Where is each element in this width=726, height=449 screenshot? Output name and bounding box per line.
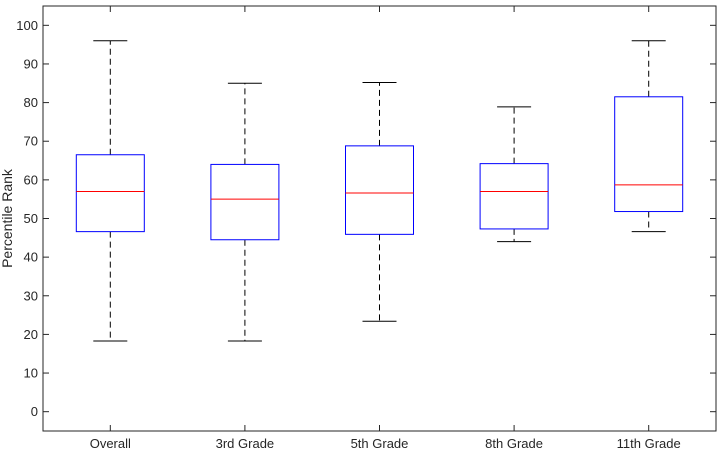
box-11th-grade: [614, 40, 684, 233]
iqr-box: [614, 96, 684, 213]
y-tick-label: 90: [24, 56, 38, 71]
y-axis: 0 10 20 30 40 50 60 70 80 90 100: [16, 18, 716, 419]
y-tick-label: 60: [24, 172, 38, 187]
box-8th-grade: [479, 106, 549, 243]
box-5th-grade: [345, 82, 414, 322]
x-tick-label: 3rd Grade: [216, 436, 275, 449]
y-tick-label: 40: [24, 250, 38, 265]
y-tick-label: 70: [24, 134, 38, 149]
x-tick-label: 5th Grade: [351, 436, 409, 449]
x-tick-label: 11th Grade: [617, 436, 681, 449]
y-tick-label: 10: [24, 366, 38, 381]
y-tick-label: 80: [24, 95, 38, 110]
y-tick-label: 20: [24, 327, 38, 342]
y-axis-label: Percentile Rank: [0, 168, 15, 268]
y-tick-label: 100: [16, 18, 38, 33]
y-tick-label: 30: [24, 288, 38, 303]
y-tick-label: 50: [24, 211, 38, 226]
x-axis: Overall 3rd Grade 5th Grade 8th Grade 11th G…: [90, 6, 681, 449]
x-tick-label: Overall: [90, 436, 131, 449]
y-tick-label: 0: [31, 404, 38, 419]
x-tick-label: 8th Grade: [485, 436, 543, 449]
iqr-box: [210, 163, 280, 241]
box-overall: [75, 40, 145, 342]
iqr-box: [345, 145, 414, 235]
iqr-box: [479, 163, 549, 230]
box-3rd-grade: [210, 82, 280, 342]
box-series: [75, 40, 684, 342]
iqr-box: [75, 154, 145, 233]
